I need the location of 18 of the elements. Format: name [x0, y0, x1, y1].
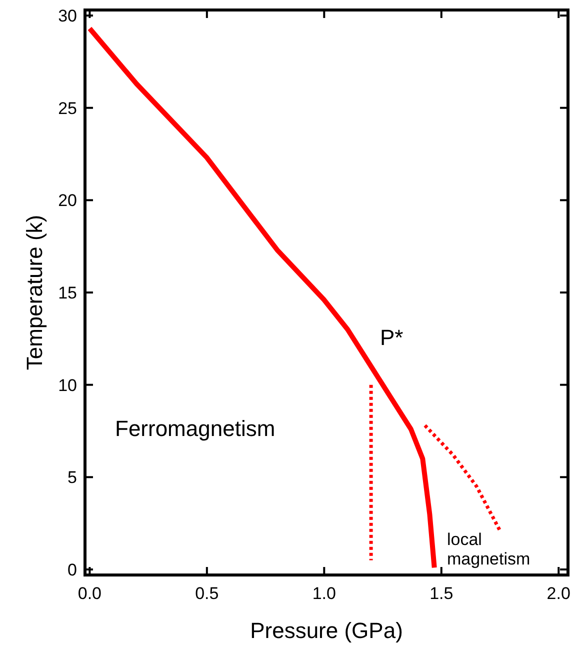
y-tick-label: 25 [58, 98, 77, 118]
line-series [423, 424, 502, 532]
x-tick-label: 1.5 [430, 584, 454, 603]
y-tick-label: 20 [58, 191, 77, 210]
x-tick-label: 2.0 [546, 584, 570, 603]
y-tick-label: 30 [58, 6, 77, 26]
y-tick-label: 10 [58, 376, 77, 395]
x-tick-label: 1.0 [312, 584, 336, 603]
annotation: P* [380, 325, 404, 350]
annotation: Ferromagnetism [115, 416, 276, 441]
y-tick-label: 15 [58, 284, 77, 302]
y-axis-title: Temperature (k) [22, 214, 47, 370]
x-tick-label: 0.5 [195, 584, 219, 603]
x-tick-label: 0.0 [78, 584, 102, 603]
y-tick-label: 0 [68, 560, 77, 580]
x-axis-title: Pressure (GPa) [250, 618, 403, 643]
y-tick-label: 5 [68, 468, 77, 488]
annotation: local magnetism [447, 530, 530, 569]
